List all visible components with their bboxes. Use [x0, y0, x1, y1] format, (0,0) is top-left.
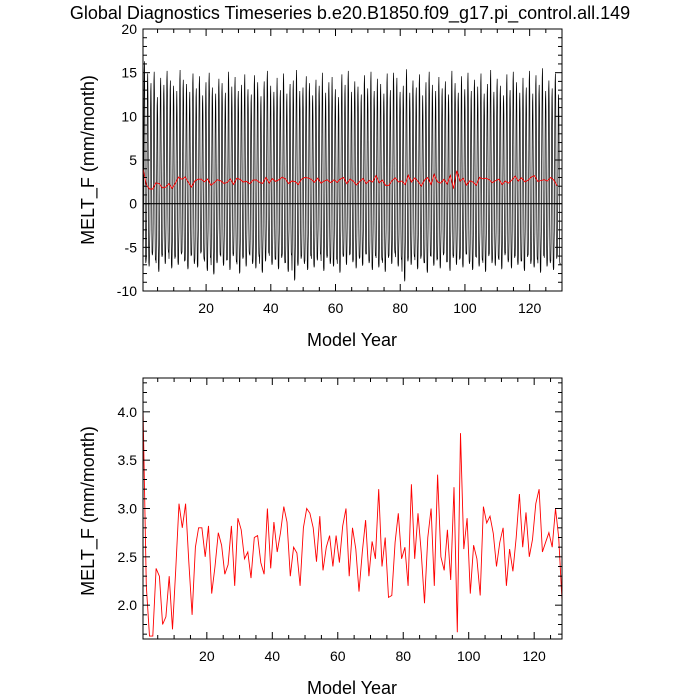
top-xtick-label: 40	[263, 300, 279, 316]
bottom-ytick-label: 3.5	[118, 452, 138, 468]
top-ytick-label: -5	[125, 239, 138, 255]
top-xtick-label: 20	[198, 300, 214, 316]
bottom-xtick-label: 80	[395, 648, 411, 664]
top-ytick-label: 0	[129, 196, 137, 212]
top-chart-series	[143, 61, 562, 282]
bottom-chart-series	[143, 406, 562, 637]
top-chart-axes: -10 -5 0 5 10 15 20 20 40 60 80 100 120	[117, 21, 563, 316]
top-monthly-line	[143, 61, 561, 282]
bottom-annual-mean-line	[143, 406, 562, 637]
bottom-xtick-label: 20	[199, 648, 215, 664]
bottom-chart: 2.0 2.5 3.0 3.5 4.0 20 40 60 80 100 120 Model Year…	[78, 377, 563, 698]
top-ytick-label: 20	[121, 21, 137, 37]
top-ytick-label: 5	[129, 152, 137, 168]
top-ytick-label: 15	[121, 65, 137, 81]
bottom-ytick-label: 3.0	[118, 501, 138, 517]
figure-title: Global Diagnostics Timeseries b.e20.B185…	[70, 3, 630, 24]
bottom-ytick-label: 2.5	[118, 549, 138, 565]
bottom-ytick-label: 2.0	[118, 597, 138, 613]
bottom-xtick-label: 120	[522, 648, 546, 664]
top-xtick-label: 120	[518, 300, 542, 316]
top-xtick-label: 80	[392, 300, 408, 316]
bottom-chart-ylabel: MELT_F (mm/month)	[78, 426, 99, 596]
top-xtick-label: 100	[453, 300, 477, 316]
top-ytick-label: -10	[117, 283, 137, 299]
top-annual-mean-line	[143, 168, 558, 190]
bottom-xtick-label: 100	[457, 648, 481, 664]
bottom-ytick-label: 4.0	[118, 404, 138, 420]
bottom-chart-axes: 2.0 2.5 3.0 3.5 4.0 20 40 60 80 100 120	[118, 377, 563, 664]
bottom-plot-frame	[142, 377, 563, 640]
bottom-xtick-label: 40	[265, 648, 281, 664]
bottom-xtick-label: 60	[330, 648, 346, 664]
top-chart-ylabel: MELT_F (mm/month)	[78, 75, 99, 245]
bottom-chart-xlabel: Model Year	[307, 678, 397, 698]
top-ytick-label: 10	[121, 108, 137, 124]
top-xtick-label: 60	[328, 300, 344, 316]
top-chart-xlabel: Model Year	[307, 330, 397, 350]
top-chart: -10 -5 0 5 10 15 20 20 40 60 80 100 120 Model Year M…	[78, 21, 563, 350]
